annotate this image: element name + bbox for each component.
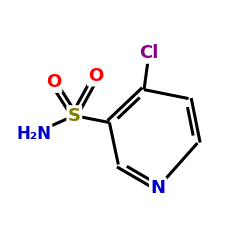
Text: S: S (68, 106, 81, 124)
Text: N: N (150, 178, 166, 196)
Text: O: O (46, 74, 61, 92)
Text: O: O (88, 67, 104, 85)
Text: H₂N: H₂N (16, 125, 51, 143)
Text: Cl: Cl (139, 44, 159, 62)
